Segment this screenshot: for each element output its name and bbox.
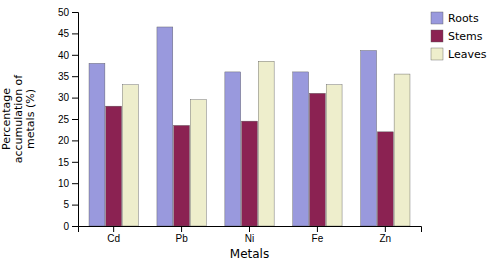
tick: 25 [58, 114, 78, 125]
tick: 15 [58, 157, 78, 168]
bar [106, 106, 122, 226]
tick: 45 [58, 28, 78, 39]
tick: Cd [107, 226, 120, 244]
legend-label: Roots [448, 12, 479, 25]
bar [242, 121, 258, 226]
bar [326, 85, 342, 226]
legend-item: Leaves [431, 48, 487, 61]
tick-mark [317, 226, 318, 232]
tick-mark [72, 12, 78, 13]
tick: 10 [58, 178, 78, 189]
tick-label: 40 [58, 50, 70, 61]
bar-series [122, 61, 410, 226]
tick-label: 15 [58, 157, 70, 168]
y-axis-title: Percentageaccumulation ofmetals (%) [0, 74, 37, 164]
tick: 20 [58, 135, 78, 146]
tick: Ni [245, 226, 254, 244]
tick-label: 25 [58, 114, 70, 125]
plot: 0 5 10 15 20 25 30 35 40 45 50 Cd Pb Ni Fe Zn Metals Perc… [0, 7, 487, 261]
legend-label: Stems [448, 30, 483, 43]
tick-label: 45 [58, 28, 70, 39]
tick-mark [72, 140, 78, 141]
legend-swatch [431, 30, 443, 42]
legend-item: Roots [431, 12, 479, 25]
tick-mark [72, 226, 78, 227]
bar [225, 72, 241, 226]
tick-mark [181, 226, 182, 232]
tick-mark [72, 183, 78, 184]
legend-swatch [431, 12, 443, 24]
legend: Roots Stems Leaves [431, 12, 487, 61]
tick: 35 [58, 71, 78, 82]
tick-label: 5 [63, 199, 69, 210]
bar [157, 27, 173, 226]
bar [394, 74, 410, 226]
chart: 0 5 10 15 20 25 30 35 40 45 50 Cd Pb Ni Fe Zn Metals Perc… [0, 0, 501, 266]
tick-mark [72, 33, 78, 34]
bar [309, 93, 325, 226]
tick: Fe [312, 226, 324, 244]
bar [89, 63, 105, 226]
bar [190, 100, 206, 226]
tick-mark [72, 76, 78, 77]
legend-item: Stems [431, 30, 483, 43]
tick-mark [72, 55, 78, 56]
bar-series [106, 93, 394, 226]
bar [377, 132, 393, 226]
tick-label: Fe [312, 233, 324, 244]
tick-mark [249, 226, 250, 232]
bar [174, 125, 190, 226]
tick-label: 10 [58, 178, 70, 189]
tick-mark [72, 119, 78, 120]
tick: 50 [58, 7, 78, 18]
legend-label: Leaves [448, 48, 487, 61]
tick-mark [72, 205, 78, 206]
bars [89, 27, 410, 226]
bar-series [89, 27, 377, 226]
tick-label: Ni [245, 233, 254, 244]
bar [361, 51, 377, 226]
axis-line [79, 227, 422, 233]
tick-label: 20 [58, 135, 70, 146]
tick-label: Zn [380, 233, 392, 244]
tick-label: 50 [58, 7, 70, 18]
bar [258, 61, 274, 226]
tick-mark [385, 226, 386, 232]
tick: Pb [175, 226, 188, 244]
bar [293, 72, 309, 226]
tick: 40 [58, 50, 78, 61]
tick-mark [72, 98, 78, 99]
tick-label: 30 [58, 92, 70, 103]
tick: Zn [380, 226, 392, 244]
tick-label: 35 [58, 71, 70, 82]
tick-mark [72, 162, 78, 163]
y-axis: 0 5 10 15 20 25 30 35 40 45 50 [58, 7, 79, 232]
x-axis-title: Metals [230, 247, 269, 261]
axis-line [72, 13, 79, 227]
tick-label: Cd [107, 233, 120, 244]
tick: 5 [63, 199, 78, 210]
x-axis: Cd Pb Ni Fe Zn [79, 226, 422, 244]
legend-swatch [431, 48, 443, 60]
tick-mark [113, 226, 114, 232]
tick: 0 [63, 221, 78, 232]
tick: 30 [58, 92, 78, 103]
tick-label: 0 [63, 221, 69, 232]
tick-label: Pb [175, 233, 188, 244]
bar [122, 85, 138, 226]
